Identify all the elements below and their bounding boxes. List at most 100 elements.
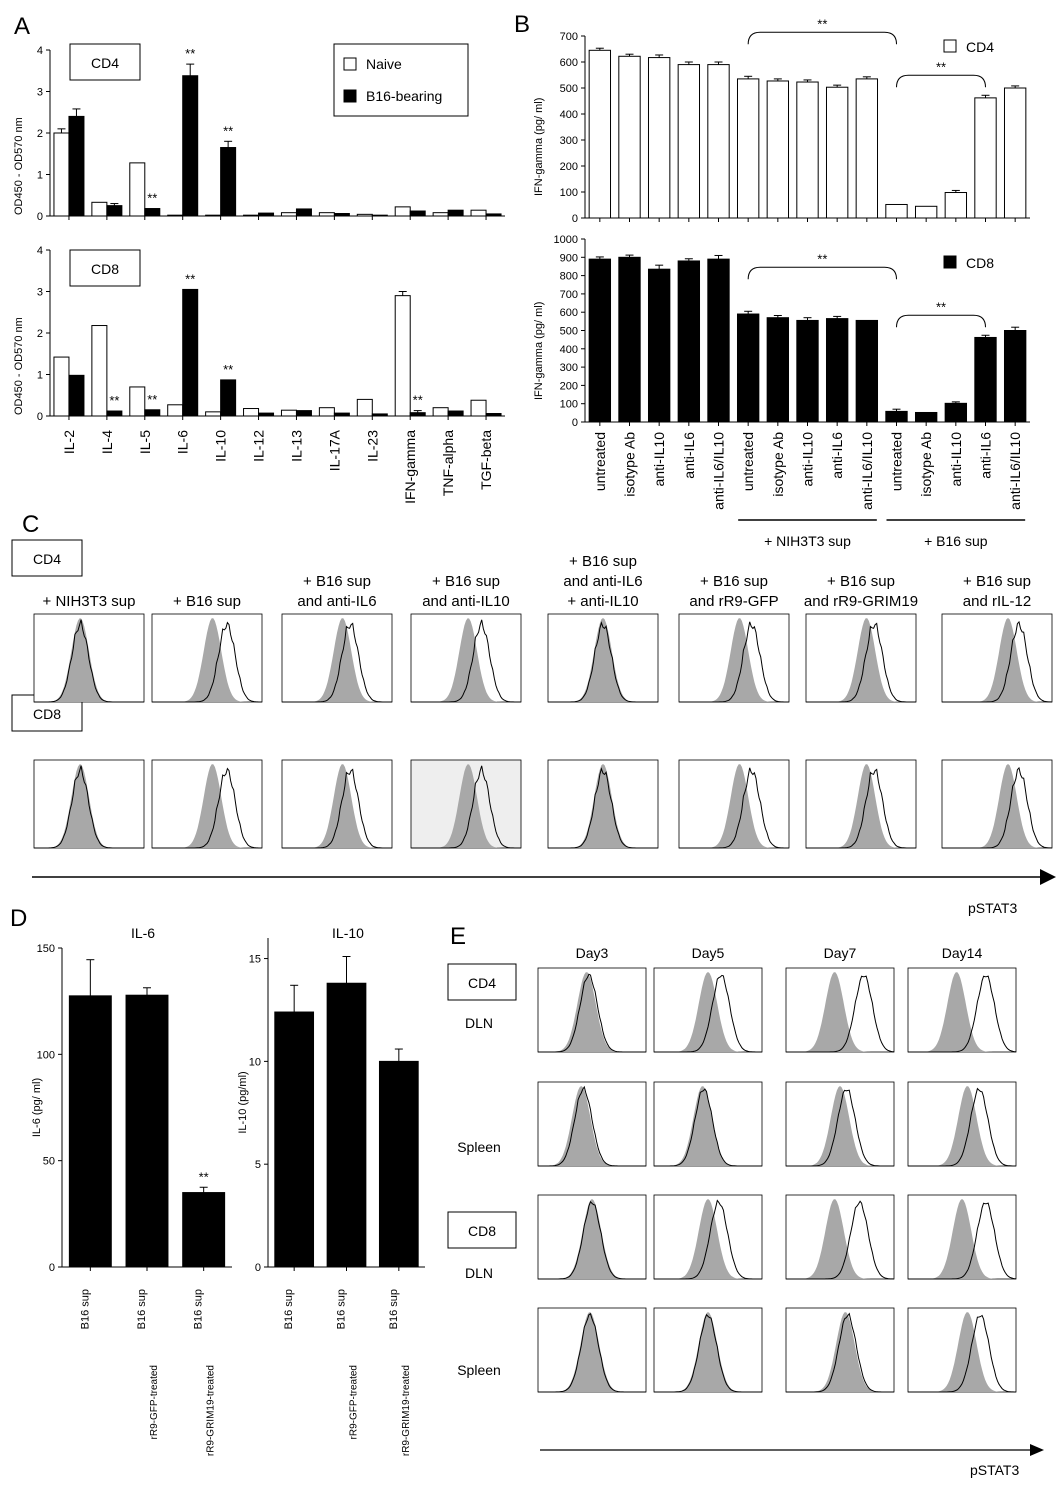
d-il10-title: IL-10 xyxy=(332,925,364,941)
b-cd8-ytick-label-0: 0 xyxy=(572,417,578,429)
b-cd8-ytick-label-9: 900 xyxy=(560,252,578,264)
panel-a-xlabel-9: IFN-gamma xyxy=(402,430,418,504)
panel-c-hist-cd8-5-line-curve xyxy=(679,767,789,849)
a-cd4-sig-2: ** xyxy=(223,123,233,138)
panel-c-hist-cd4-7-line-curve xyxy=(942,620,1053,703)
panel-c-row-label-0: CD4 xyxy=(33,551,61,567)
panel-e-hist-3-1 xyxy=(653,1307,763,1393)
a-cd8-bar-8-0 xyxy=(356,398,373,417)
panel-e-hist-0-2-line-curve xyxy=(786,975,895,1053)
panel-c-condition-2-line-0: + B16 sup xyxy=(303,573,371,590)
b-cd8-bar-13 xyxy=(974,336,997,423)
panel-b-xlabel-5: untreated xyxy=(740,432,756,491)
panel-c-hist-cd4-1 xyxy=(151,613,263,703)
d-il10-ytick-label-1: 5 xyxy=(255,1159,261,1171)
panel-a-xlabel-4: IL-10 xyxy=(213,430,229,462)
b-cd4-bar-0 xyxy=(588,49,612,219)
panel-c-row-label-1: CD8 xyxy=(33,706,61,722)
panel-c-hist-cd4-3-filled-curve xyxy=(411,618,521,702)
a-cd4-bar-6-0 xyxy=(280,212,297,217)
a-cd8-title: CD8 xyxy=(91,261,119,277)
panel-e-day-2: Day7 xyxy=(824,945,857,961)
d-il6-ylabel: IL-6 (pg/ ml) xyxy=(31,1078,43,1137)
panel-letter-e: E xyxy=(450,923,466,950)
panel-c-hist-cd8-4 xyxy=(547,759,659,849)
b-cd4-bracket-1 xyxy=(896,74,986,88)
panel-e-cell-label-0: CD4 xyxy=(468,975,496,991)
panel-e-hist-2-0-filled-curve xyxy=(538,1199,646,1279)
panel-b-xlabel-14: anti-IL6/IL10 xyxy=(1007,432,1023,510)
a-cd4-bar-7-0 xyxy=(318,212,335,217)
a-cd4-bar-4-1 xyxy=(220,147,237,217)
b-cd4-bar-13 xyxy=(974,97,997,219)
b-cd8-legend-label: CD8 xyxy=(966,255,994,271)
panel-b-xlabel-6: isotype Ab xyxy=(770,432,786,497)
panel-c-condition-4-line-2: + anti-IL10 xyxy=(567,593,638,610)
panel-a-xlabel-8: IL-23 xyxy=(364,430,380,462)
d-il10-xlabel-2: B16 sup xyxy=(388,1289,400,1329)
a-cd8-ytick-label-3: 3 xyxy=(37,287,43,299)
b-cd4-ytick-label-7: 700 xyxy=(560,31,578,43)
b-cd4-bar-10 xyxy=(885,203,908,219)
panel-b-xlabel-8: anti-IL6 xyxy=(829,432,845,479)
panel-b-xlabel-3: anti-IL6 xyxy=(681,432,697,479)
panel-c-hist-cd4-4 xyxy=(547,613,659,703)
panel-e-hist-3-3 xyxy=(907,1307,1017,1393)
a-cd4-ytick-label-0: 0 xyxy=(37,211,43,223)
a-cd4-bar-1-0 xyxy=(91,201,108,217)
panel-c-hist-cd8-1-line-curve xyxy=(152,767,262,849)
panel-e-cell-label-1: CD8 xyxy=(468,1223,496,1239)
b-cd8-bar-10 xyxy=(885,410,908,423)
panel-b-xlabel-7: anti-IL10 xyxy=(800,432,816,487)
legend-naive: Naive xyxy=(366,56,402,72)
a-cd4-bar-3-1 xyxy=(182,75,199,217)
b-cd4-bar-3 xyxy=(677,64,701,219)
panel-e-day-0: Day3 xyxy=(576,945,609,961)
panel-e-hist-1-1-line-curve xyxy=(654,1088,762,1167)
panel-c-hist-cd4-6-line-curve xyxy=(806,622,916,703)
d-il6-xlabel-0: B16 sup xyxy=(79,1289,91,1329)
panel-e-hist-2-0-line-curve xyxy=(538,1200,646,1280)
panel-c-hist-cd8-1 xyxy=(151,759,263,849)
panel-c-hist-cd8-0-line-curve xyxy=(34,765,144,849)
panel-b-xlabel-4: anti-IL6/IL10 xyxy=(711,432,727,510)
panel-e-day-3: Day14 xyxy=(942,945,983,961)
panel-b-group-label-0: + NIH3T3 sup xyxy=(764,533,851,549)
panel-b-xlabel-12: anti-IL10 xyxy=(948,432,964,487)
panel-e-hist-0-0-filled-curve xyxy=(538,972,646,1052)
panel-a-xlabel-10: TNF-alpha xyxy=(440,430,456,496)
a-cd8-bar-4-1 xyxy=(220,379,237,417)
panel-e-axis-arrow xyxy=(540,1444,1044,1456)
a-cd8-sig-4: ** xyxy=(413,393,423,408)
d-il6-title: IL-6 xyxy=(131,925,155,941)
b-cd8-bar-9 xyxy=(855,319,879,423)
a-cd8-title-box xyxy=(69,249,141,287)
panel-e-hist-0-1-filled-curve xyxy=(654,972,762,1052)
panel-a-xlabel-0: IL-2 xyxy=(61,430,77,454)
a-cd4-bar-6-1 xyxy=(295,208,312,217)
a-cd8-sig-0: ** xyxy=(109,393,119,408)
a-cd8-bar-8-1 xyxy=(371,413,388,417)
panel-c-hist-cd4-2 xyxy=(281,613,393,703)
panel-e-row-label-0: DLN xyxy=(465,1015,493,1031)
b-cd4-ytick-label-0: 0 xyxy=(572,213,578,225)
panel-b-xlabel-9: anti-IL6/IL10 xyxy=(859,432,875,510)
panel-b-group-label-1: + B16 sup xyxy=(924,533,988,549)
b-cd8-bar-8 xyxy=(825,318,849,423)
panel-c-condition-1-line-0: + B16 sup xyxy=(173,593,241,610)
panel-e-hist-0-3-filled-curve xyxy=(908,972,1016,1052)
a-cd4-bar-5-1 xyxy=(258,212,275,217)
panel-b-xlabel-2: anti-IL10 xyxy=(651,432,667,487)
d-il10-ytick-label-3: 15 xyxy=(249,954,261,966)
a-cd4-bar-9-0 xyxy=(394,206,411,217)
panel-c-condition-7-line-0: + B16 sup xyxy=(963,573,1031,590)
b-cd8-ytick-label-10: 1000 xyxy=(554,234,578,246)
panel-c-hist-cd4-6 xyxy=(805,613,917,703)
a-cd8-bar-11-1 xyxy=(485,413,502,417)
b-cd8-bar-14 xyxy=(1003,330,1027,423)
panel-c-condition-7-line-1: and rIL-12 xyxy=(963,593,1031,610)
panel-e-day-1: Day5 xyxy=(692,945,725,961)
panel-a-ylabel-bottom: OD450 - OD570 nm xyxy=(13,317,25,415)
a-cd4-bar-2-1 xyxy=(144,208,161,217)
panel-c-condition-3-line-1: and anti-IL10 xyxy=(422,593,510,610)
